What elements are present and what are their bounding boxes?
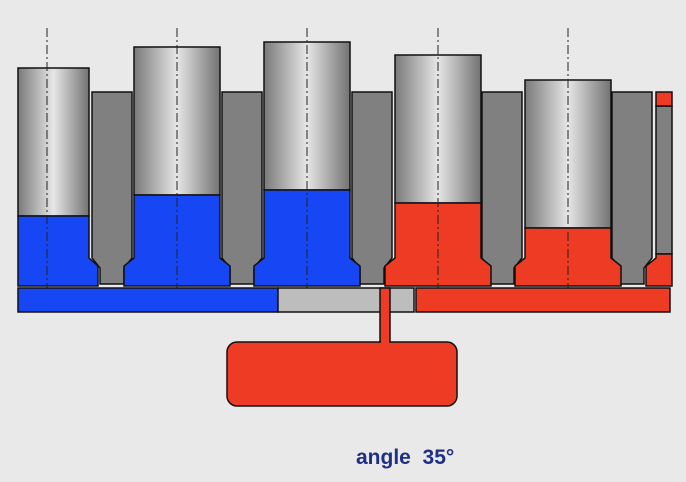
red-connector-stem — [379, 287, 391, 345]
rotor-cylinder-4 — [394, 54, 482, 204]
gray-pin-6-partial — [655, 105, 673, 255]
blue-foot-1 — [17, 215, 99, 287]
center-lines — [46, 28, 569, 296]
red-connector-joint — [381, 340, 389, 345]
gray-pin-1 — [91, 91, 133, 285]
base-bar-red — [415, 287, 671, 313]
angle-caption: angle 35° — [356, 446, 455, 469]
gray-pin-4 — [481, 91, 523, 285]
gray-pin-2 — [221, 91, 263, 285]
base-bar — [17, 287, 671, 313]
rotor-cylinder-1 — [17, 67, 90, 217]
red-block — [226, 341, 458, 407]
red-foot-6-partial — [645, 253, 673, 287]
red-cap-edge — [655, 91, 673, 107]
gray-pin-3 — [351, 91, 393, 285]
gray-pin-5 — [611, 91, 653, 285]
base-bar-blue — [17, 287, 279, 313]
base-bar-gray — [277, 287, 415, 313]
